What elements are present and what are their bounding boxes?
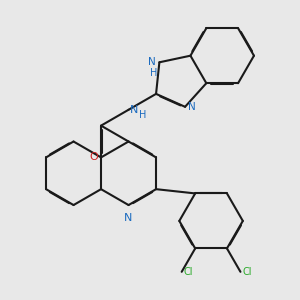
Text: O: O — [89, 152, 98, 162]
Text: N: N — [188, 102, 196, 112]
Text: N: N — [124, 213, 133, 223]
Text: N: N — [130, 105, 139, 115]
Text: Cl: Cl — [183, 267, 193, 277]
Text: H: H — [150, 68, 158, 78]
Text: N: N — [148, 57, 156, 67]
Text: Cl: Cl — [242, 267, 251, 277]
Text: H: H — [139, 110, 146, 119]
